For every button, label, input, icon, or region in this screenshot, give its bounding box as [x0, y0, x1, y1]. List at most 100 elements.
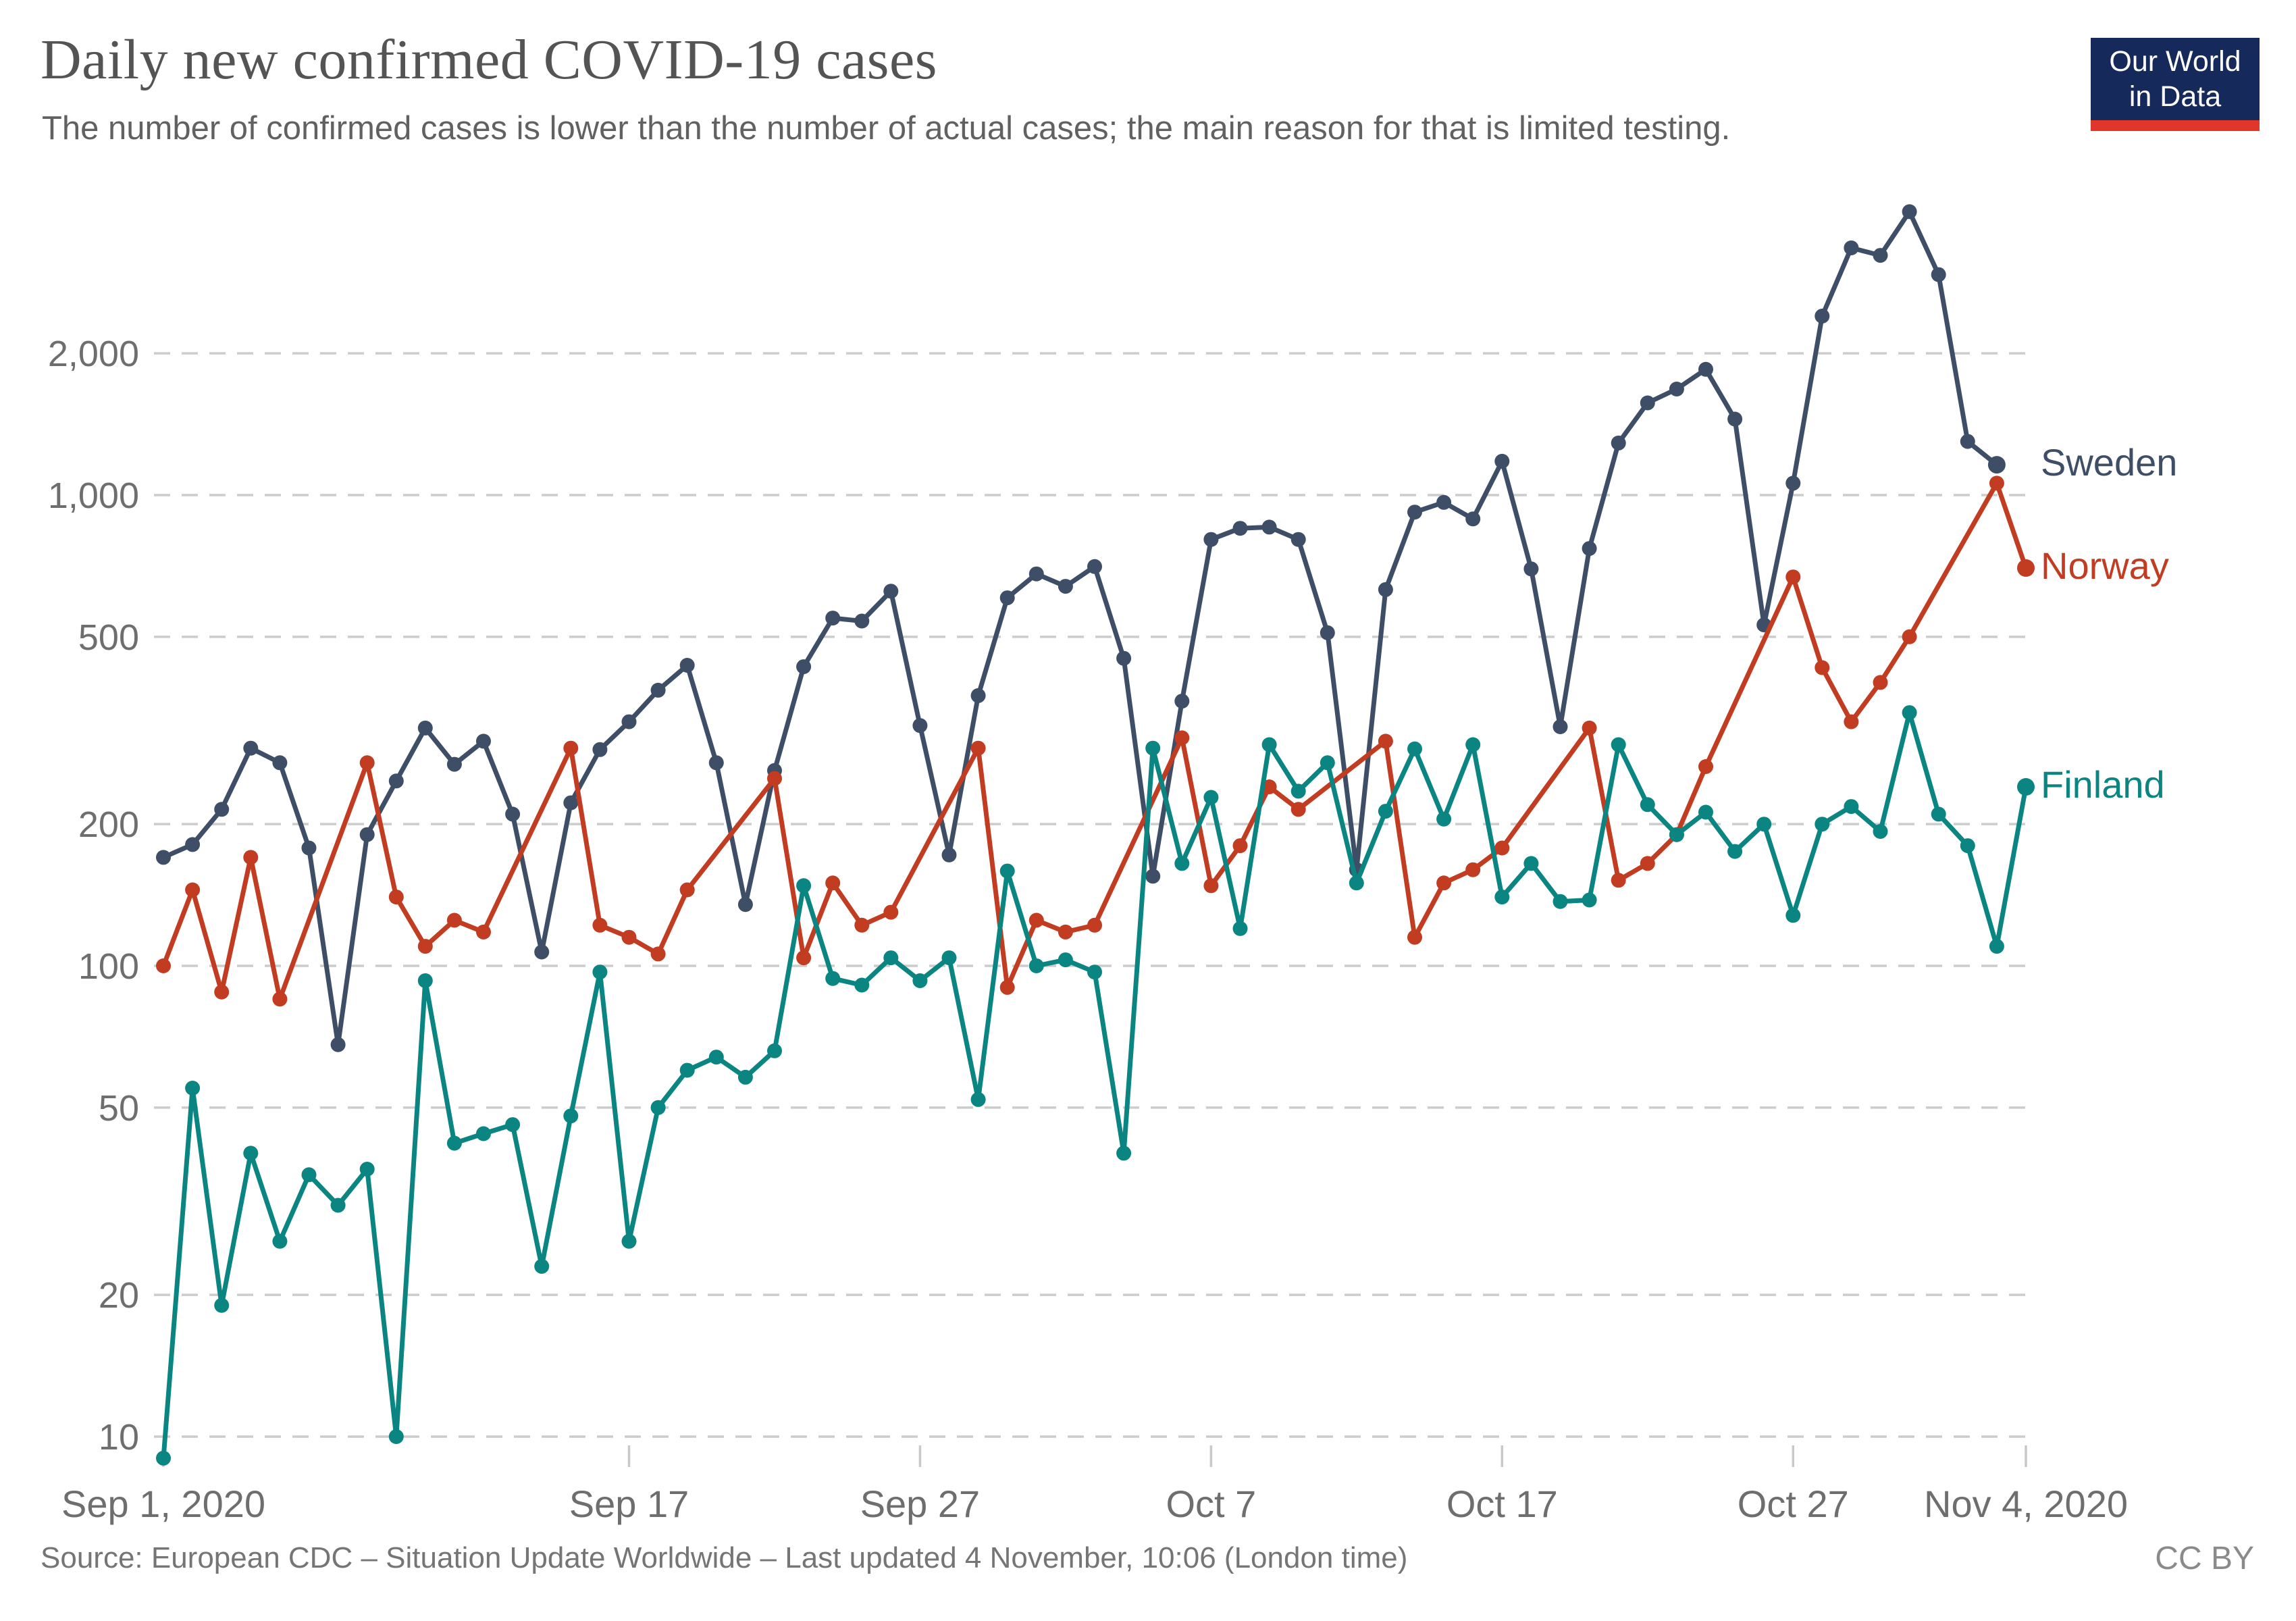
data-point-sweden [563, 795, 579, 810]
data-point-finland [359, 1162, 375, 1177]
data-point-sweden [1553, 719, 1568, 734]
data-point-finland [1698, 804, 1713, 820]
source-note: Source: European CDC – Situation Update … [41, 1541, 1408, 1574]
data-point-sweden [1407, 505, 1422, 520]
owid-logo-line1: Our World [2109, 45, 2241, 78]
data-point-finland [1640, 797, 1655, 813]
dots-finland [156, 705, 2035, 1466]
data-point-norway [1087, 917, 1102, 933]
data-point-sweden [1523, 561, 1539, 577]
data-point-norway [1436, 875, 1452, 891]
data-point-norway [446, 912, 462, 928]
data-point-finland [941, 950, 957, 966]
data-point-norway [1494, 840, 1510, 856]
data-point-finland [185, 1081, 201, 1096]
data-point-sweden [825, 611, 841, 626]
data-point-finland [1436, 811, 1452, 827]
data-point-sweden [1261, 519, 1277, 535]
data-point-norway [1785, 569, 1801, 585]
owid-logo-line2: in Data [2129, 80, 2222, 113]
data-point-norway [243, 850, 259, 865]
data-point-finland [2017, 778, 2035, 796]
data-point-sweden [243, 740, 259, 756]
y-tick-label: 200 [78, 804, 139, 845]
data-point-norway [1815, 660, 1830, 675]
data-point-finland [796, 878, 812, 894]
data-point-finland [1582, 892, 1597, 908]
data-point-finland [1320, 755, 1335, 771]
dots-norway [156, 475, 2035, 1007]
data-point-sweden [1494, 453, 1510, 469]
chart-title: Daily new confirmed COVID-19 cases [41, 28, 937, 91]
data-point-norway [1232, 838, 1248, 854]
data-point-norway [592, 917, 608, 933]
series-finland [156, 705, 2035, 1466]
x-tick-label: Oct 27 [1738, 1483, 1849, 1525]
data-point-sweden [214, 802, 230, 817]
x-tick-label: Sep 1, 2020 [61, 1483, 265, 1525]
chart-subtitle: The number of confirmed cases is lower t… [42, 110, 1731, 147]
data-point-norway [679, 882, 695, 898]
data-point-sweden [708, 755, 724, 771]
data-point-norway [1844, 714, 1859, 729]
series-norway [156, 475, 2035, 1007]
data-point-norway [417, 939, 433, 954]
data-point-norway [796, 950, 812, 966]
data-point-norway [214, 984, 230, 1000]
data-point-sweden [1815, 309, 1830, 324]
data-point-norway [272, 992, 288, 1007]
data-point-sweden [650, 682, 666, 698]
data-point-sweden [941, 847, 957, 863]
data-point-norway [1465, 862, 1481, 877]
data-point-finland [301, 1167, 317, 1183]
data-point-norway [999, 979, 1015, 995]
y-tick-label: 10 [99, 1417, 139, 1458]
data-point-norway [388, 890, 404, 905]
data-point-finland [1232, 921, 1248, 936]
data-point-sweden [1987, 456, 2006, 474]
data-point-finland [1902, 705, 1917, 721]
data-point-sweden [1465, 511, 1481, 527]
data-point-sweden [476, 734, 491, 749]
data-point-sweden [1902, 204, 1917, 220]
data-point-finland [883, 950, 899, 966]
data-point-finland [1378, 804, 1393, 819]
data-point-finland [330, 1198, 346, 1213]
data-point-norway [1407, 929, 1422, 945]
data-point-finland [1465, 737, 1481, 752]
data-point-norway [1203, 878, 1219, 894]
data-point-sweden [1290, 532, 1306, 547]
data-point-finland [446, 1135, 462, 1151]
legend-label-finland[interactable]: Finland [2041, 763, 2165, 806]
data-point-finland [1116, 1146, 1132, 1161]
data-point-sweden [1960, 434, 1975, 449]
data-point-finland [243, 1146, 259, 1161]
data-point-norway [1378, 734, 1393, 749]
legend-label-norway[interactable]: Norway [2041, 544, 2169, 587]
data-point-finland [767, 1043, 782, 1058]
legend-label-sweden[interactable]: Sweden [2041, 441, 2177, 484]
data-point-finland [592, 964, 608, 980]
data-point-norway [1698, 759, 1713, 774]
x-axis: Sep 1, 2020 Sep 17 Sep 27 Oct 7 Oct 17 Oct 27… [61, 1445, 2128, 1525]
data-point-sweden [970, 688, 986, 703]
y-tick-label: 50 [99, 1088, 139, 1129]
license-badge[interactable]: CC BY [2155, 1541, 2254, 1576]
data-point-norway [1640, 856, 1655, 871]
data-point-finland [1873, 824, 1888, 839]
data-point-sweden [359, 827, 375, 842]
data-point-norway [825, 875, 841, 891]
owid-logo-redbar [2091, 120, 2260, 131]
data-point-sweden [272, 755, 288, 771]
data-point-finland [999, 863, 1015, 879]
x-tick-label: Oct 7 [1166, 1483, 1256, 1525]
data-point-sweden [796, 659, 812, 675]
data-point-finland [476, 1126, 491, 1141]
data-point-finland [970, 1091, 986, 1107]
data-point-finland [156, 1450, 171, 1466]
data-point-finland [1523, 856, 1539, 871]
y-tick-label: 1,000 [48, 475, 139, 516]
dots-sweden [156, 204, 2006, 1052]
data-point-sweden [1058, 579, 1073, 594]
data-point-sweden [330, 1037, 346, 1052]
